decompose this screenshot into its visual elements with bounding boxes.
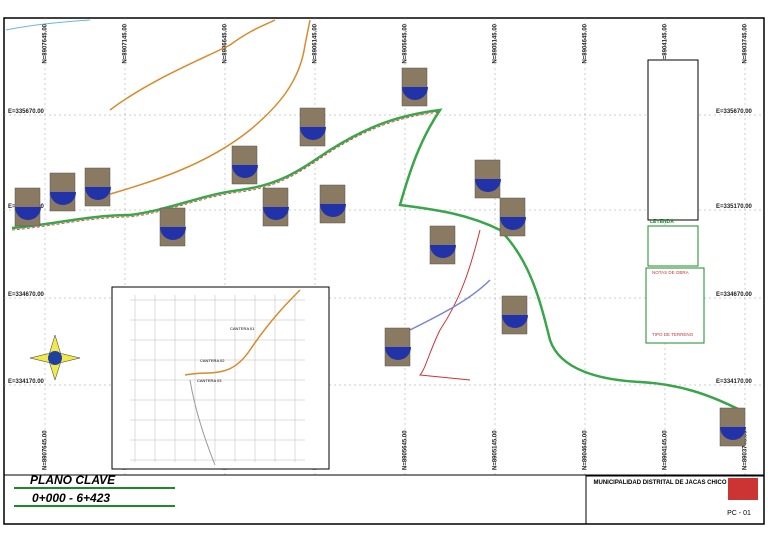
section-marker (320, 204, 346, 217)
inset-road (189, 379, 216, 466)
section-marker (475, 179, 501, 192)
river (5, 19, 91, 31)
inset-label: CANTERA 02 (200, 358, 225, 363)
east-label: E=335670.00 (716, 109, 753, 115)
legend-title: LEYENDA (650, 219, 674, 225)
access-road (418, 229, 481, 381)
section-marker (402, 87, 428, 100)
inset-frame (111, 286, 330, 470)
north-label: N=8903745.00 (743, 23, 749, 63)
section-marker (502, 315, 528, 328)
road-alignment (11, 108, 741, 412)
section-marker (385, 347, 411, 360)
north-label: N=8904645.00 (583, 23, 589, 63)
contour (89, 19, 311, 201)
north-label: N=8904145.00 (663, 23, 669, 63)
inset-road (184, 289, 301, 376)
north-label: N=8904645.00 (583, 430, 589, 470)
terrain-title: TIPO DE TERRENO (652, 332, 694, 337)
east-label: E=334670.00 (8, 292, 45, 298)
north-label: N=8905145.00 (493, 430, 499, 470)
section-marker (15, 207, 41, 220)
east-label: E=335670.00 (8, 109, 45, 115)
east-label: E=334670.00 (716, 292, 753, 298)
sheet-frame (3, 17, 765, 525)
section-marker (720, 427, 746, 440)
north-label: N=8905145.00 (493, 23, 499, 63)
inset-label: CANTERA 01 (230, 326, 255, 331)
section-marker (232, 165, 258, 178)
notes-title: NOTAS DE OBRA (652, 270, 689, 275)
client-name: MUNICIPALIDAD DISTRITAL DE JACAS CHICO (593, 480, 726, 486)
inset-label: CANTERA 03 (197, 378, 222, 383)
section-marker (300, 127, 326, 140)
title-block (585, 475, 765, 525)
road-edge (11, 111, 441, 231)
notes-box (645, 267, 705, 344)
inset-grid: CANTERA 01 CANTERA 02 CANTERA 03 (130, 295, 305, 462)
section-marker (85, 187, 111, 200)
north-label: N=8907645.00 (43, 23, 49, 63)
section-marker (500, 217, 526, 230)
logo (728, 478, 758, 500)
north-arrow (29, 334, 81, 381)
contour (109, 19, 276, 111)
north-label: N=8905645.00 (403, 430, 409, 470)
north-label: N=8903745.00 (743, 430, 749, 470)
section-marker (50, 192, 76, 205)
section-marker (160, 227, 186, 240)
plan-title: PLANO CLAVE (30, 473, 116, 487)
channel (409, 279, 491, 331)
north-label: N=8907145.00 (123, 23, 129, 63)
sheet-number: PC - 01 (727, 510, 751, 517)
north-label: N=8904145.00 (663, 430, 669, 470)
north-label: N=8906145.00 (313, 23, 319, 63)
section-marker (430, 245, 456, 258)
east-label: E=334170.00 (8, 379, 45, 385)
east-label: E=335170.00 (716, 204, 753, 210)
north-label: N=8906645.00 (223, 23, 229, 63)
north-label: N=8907645.00 (43, 430, 49, 470)
section-marker (263, 207, 289, 220)
plan-range: 0+000 - 6+423 (32, 491, 110, 505)
photo-group (14, 67, 746, 447)
east-label: E=334170.00 (716, 379, 753, 385)
north-label: N=8905645.00 (403, 23, 409, 63)
legend-symbols (647, 225, 699, 267)
legend-box (647, 59, 699, 221)
